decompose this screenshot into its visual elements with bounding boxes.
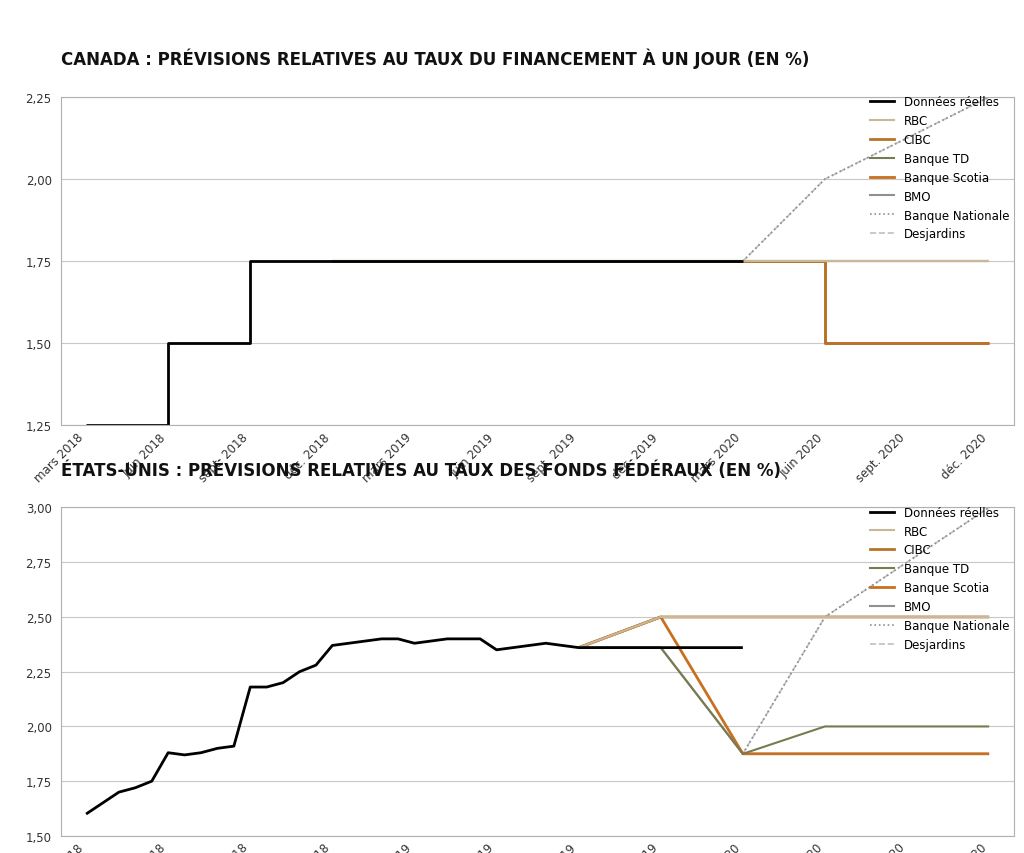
Legend: Données réelles, RBC, CIBC, Banque TD, Banque Scotia, BMO, Banque Nationale, Des: Données réelles, RBC, CIBC, Banque TD, B… [865, 91, 1014, 246]
Legend: Données réelles, RBC, CIBC, Banque TD, Banque Scotia, BMO, Banque Nationale, Des: Données réelles, RBC, CIBC, Banque TD, B… [865, 502, 1014, 656]
Text: CANADA : PRÉVISIONS RELATIVES AU TAUX DU FINANCEMENT À UN JOUR (EN %): CANADA : PRÉVISIONS RELATIVES AU TAUX DU… [61, 49, 810, 69]
Text: ÉTATS-UNIS : PRÉVISIONS RELATIVES AU TAUX DES FONDS FÉDÉRAUX (EN %): ÉTATS-UNIS : PRÉVISIONS RELATIVES AU TAU… [61, 461, 781, 479]
